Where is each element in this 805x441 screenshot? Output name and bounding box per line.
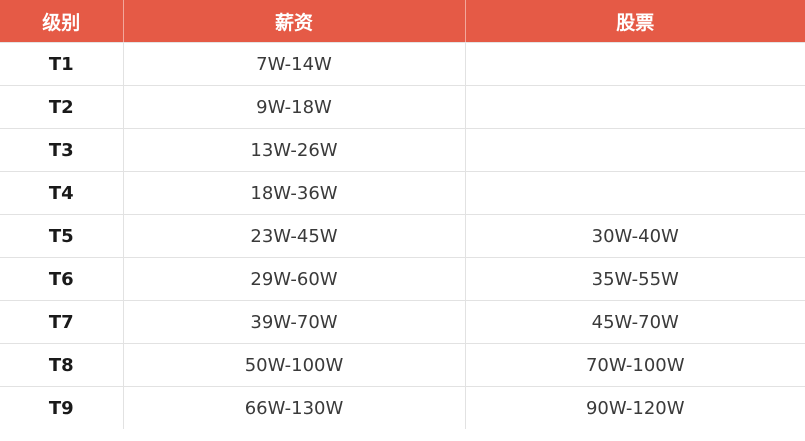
table-row: T8 50W-100W 70W-100W: [0, 343, 805, 387]
salary-cell: 23W-45W: [123, 214, 466, 258]
stock-cell: [465, 85, 805, 129]
table-header: 级别 薪资 股票: [0, 0, 805, 43]
salary-cell: 50W-100W: [123, 343, 466, 387]
table-row: T7 39W-70W 45W-70W: [0, 300, 805, 344]
level-cell: T6: [0, 257, 124, 301]
level-cell: T1: [0, 42, 124, 86]
table-row: T1 7W-14W: [0, 42, 805, 86]
stock-cell: [465, 128, 805, 172]
table-row: T9 66W-130W 90W-120W: [0, 386, 805, 429]
level-cell: T9: [0, 386, 124, 429]
salary-cell: 39W-70W: [123, 300, 466, 344]
table-body: T1 7W-14W T2 9W-18W T3 13W-26W T4 18W-36…: [0, 42, 805, 429]
salary-cell: 66W-130W: [123, 386, 466, 429]
stock-cell: 35W-55W: [465, 257, 805, 301]
stock-cell: 90W-120W: [585, 397, 685, 419]
level-cell: T8: [0, 343, 124, 387]
salary-cell: 29W-60W: [123, 257, 466, 301]
header-level: 级别: [0, 0, 124, 43]
salary-cell: 13W-26W: [123, 128, 466, 172]
level-cell: T5: [0, 214, 124, 258]
salary-cell: 18W-36W: [123, 171, 466, 215]
salary-cell: 7W-14W: [123, 42, 466, 86]
level-cell: T2: [0, 85, 124, 129]
table-row: T3 13W-26W: [0, 128, 805, 172]
table-row: T2 9W-18W: [0, 85, 805, 129]
salary-table: 级别 薪资 股票 T1 7W-14W T2 9W-18W T3 13W-26W …: [0, 0, 805, 429]
stock-cell: [465, 171, 805, 215]
table-row: T6 29W-60W 35W-55W: [0, 257, 805, 301]
stock-cell: 30W-40W: [465, 214, 805, 258]
header-salary: 薪资: [123, 0, 466, 43]
level-cell: T4: [0, 171, 124, 215]
stock-cell: 45W-70W: [465, 300, 805, 344]
table-row: T5 23W-45W 30W-40W: [0, 214, 805, 258]
header-row: 级别 薪资 股票: [0, 0, 805, 43]
level-cell: T3: [0, 128, 124, 172]
stock-cell: [465, 42, 805, 86]
table-row: T4 18W-36W: [0, 171, 805, 215]
header-stock: 股票: [465, 0, 805, 43]
level-cell: T7: [0, 300, 124, 344]
stock-cell: 70W-100W: [465, 343, 805, 387]
salary-cell: 9W-18W: [123, 85, 466, 129]
